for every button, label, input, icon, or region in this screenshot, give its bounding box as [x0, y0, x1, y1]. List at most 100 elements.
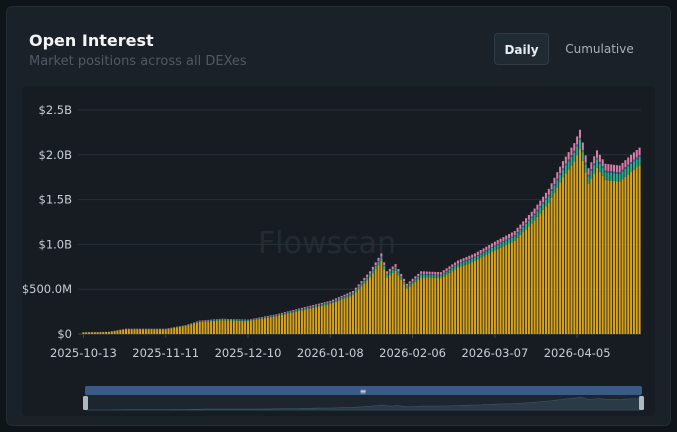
bar-segment-1	[462, 261, 465, 266]
bar-segment-2	[618, 172, 621, 174]
bar-segment-1	[343, 296, 346, 299]
bar-segment-0	[527, 226, 530, 334]
bar-segment-0	[596, 167, 599, 334]
bar-segment-2	[630, 161, 633, 164]
bar-segment-2	[456, 263, 459, 265]
bar-segment-3	[598, 154, 601, 162]
bar-segment-1	[332, 301, 335, 303]
bar-segment-0	[578, 149, 582, 334]
bar-segment-1	[547, 196, 550, 203]
bar-segment-3	[264, 316, 267, 318]
bar-segment-3	[195, 321, 198, 322]
bar-segment-1	[283, 313, 286, 315]
bar-segment-0	[411, 284, 414, 334]
bar-segment-0	[272, 316, 275, 334]
bar-segment-1	[522, 226, 525, 233]
bar-segment-0	[519, 234, 522, 334]
tab-daily[interactable]: Daily	[494, 33, 549, 65]
bar-segment-2	[388, 271, 391, 273]
bar-segment-2	[598, 161, 601, 164]
bar-segment-3	[346, 293, 349, 296]
bar-segment-1	[587, 176, 590, 184]
bar-segment-3	[309, 305, 312, 307]
bar-segment-3	[587, 168, 590, 175]
bar-segment-3	[493, 241, 496, 246]
bar-segment-1	[581, 152, 584, 161]
bar-segment-3	[249, 319, 252, 320]
bar-segment-0	[93, 332, 96, 334]
bar-segment-3	[255, 318, 258, 319]
bar-segment-2	[584, 162, 587, 165]
bar-segment-0	[553, 192, 556, 334]
bar-segment-0	[593, 173, 596, 334]
bar-segment-1	[502, 241, 505, 247]
bar-segment-1	[232, 319, 235, 321]
bar-segment-0	[278, 315, 281, 334]
bar-segment-3	[573, 143, 576, 151]
bar-segment-3	[383, 262, 386, 266]
slider-track[interactable]	[85, 386, 642, 395]
bar-segment-2	[542, 202, 545, 204]
bar-segment-2	[473, 256, 477, 258]
bar-segment-1	[195, 322, 198, 323]
bar-segment-1	[204, 320, 207, 322]
bar-segment-1	[292, 311, 295, 313]
bar-segment-3	[567, 152, 570, 160]
tab-cumulative[interactable]: Cumulative	[565, 42, 634, 56]
bar-segment-0	[88, 332, 91, 334]
bar-segment-1	[476, 255, 479, 260]
bar-segment-0	[536, 216, 539, 334]
bar-segment-3	[238, 319, 241, 320]
bar-segment-1	[530, 217, 533, 224]
slider-handle-right[interactable]	[639, 396, 644, 410]
bar-segment-3	[525, 218, 528, 223]
bar-segment-1	[383, 265, 386, 270]
bar-segment-2	[593, 163, 596, 166]
bar-segment-0	[479, 258, 482, 334]
bar-segment-0	[329, 304, 332, 334]
bar-segment-2	[428, 274, 431, 275]
y-tick-label: $2.5B	[39, 103, 73, 117]
bar-segment-0	[85, 332, 88, 334]
y-axis: $0 $500.0M $1.0B $1.5B $2.0B $2.5B	[22, 103, 72, 341]
slider-grip-icon[interactable]: ≡	[360, 387, 367, 396]
bar-segment-3	[201, 320, 204, 321]
bar-segment-1	[465, 260, 468, 265]
bar-segment-1	[615, 173, 618, 182]
bar-segment-0	[627, 174, 630, 334]
bar-segment-0	[357, 289, 360, 334]
bar-segment-3	[408, 281, 411, 284]
bar-segment-1	[613, 173, 616, 181]
bar-segment-0	[195, 322, 198, 334]
bar-segment-0	[513, 240, 516, 334]
bar-segment-1	[323, 303, 326, 306]
bar-segment-2	[442, 272, 445, 274]
bar-segment-0	[102, 332, 105, 334]
bar-segment-0	[181, 326, 184, 334]
bar-segment-2	[451, 267, 454, 268]
bar-segment-0	[351, 295, 355, 334]
bar-segment-1	[309, 307, 312, 309]
bar-segment-1	[454, 266, 457, 270]
bar-segment-0	[170, 328, 173, 334]
bar-segment-3	[266, 315, 269, 317]
bar-segment-0	[139, 329, 142, 334]
bar-segment-2	[374, 265, 377, 266]
bar-segment-1	[596, 159, 599, 168]
range-slider[interactable]: ≡	[83, 386, 644, 411]
slider-handle-left[interactable]	[83, 396, 88, 410]
bar-segment-3	[422, 271, 425, 274]
x-tick-label: 2026-02-06	[379, 346, 446, 360]
bar-segment-0	[434, 277, 437, 334]
bar-segment-2	[357, 286, 360, 287]
bar-segment-0	[505, 244, 508, 334]
bar-segment-1	[542, 203, 545, 210]
bar-segment-3	[303, 307, 306, 309]
bar-segment-3	[334, 298, 337, 300]
bar-segment-0	[383, 269, 386, 334]
bar-segment-3	[632, 152, 635, 160]
x-tick-label: 2025-10-13	[50, 346, 117, 360]
bar-segment-2	[635, 157, 638, 160]
bar-segment-2	[377, 260, 380, 262]
bar-segment-3	[442, 270, 445, 273]
